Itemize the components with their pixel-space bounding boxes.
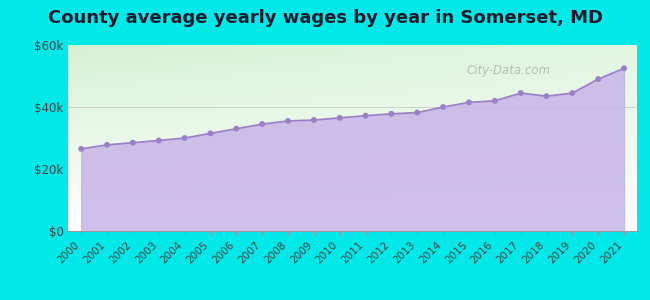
Point bbox=[205, 131, 216, 136]
Point bbox=[153, 138, 164, 143]
Point bbox=[438, 105, 448, 110]
Point bbox=[489, 98, 500, 103]
Point bbox=[127, 140, 138, 145]
Point bbox=[567, 91, 578, 95]
Text: County average yearly wages by year in Somerset, MD: County average yearly wages by year in S… bbox=[47, 9, 603, 27]
Point bbox=[515, 91, 526, 95]
Point bbox=[619, 66, 629, 70]
Point bbox=[541, 94, 552, 98]
Point bbox=[102, 142, 112, 147]
Point bbox=[463, 100, 474, 105]
Point bbox=[386, 111, 396, 116]
Point bbox=[309, 118, 319, 122]
Point bbox=[76, 146, 86, 151]
Point bbox=[412, 110, 423, 115]
Point bbox=[335, 116, 345, 120]
Point bbox=[360, 113, 370, 118]
Point bbox=[593, 77, 603, 82]
Text: City-Data.com: City-Data.com bbox=[467, 64, 551, 76]
Point bbox=[257, 122, 267, 126]
Point bbox=[179, 136, 190, 140]
Point bbox=[283, 118, 293, 123]
Point bbox=[231, 126, 242, 131]
